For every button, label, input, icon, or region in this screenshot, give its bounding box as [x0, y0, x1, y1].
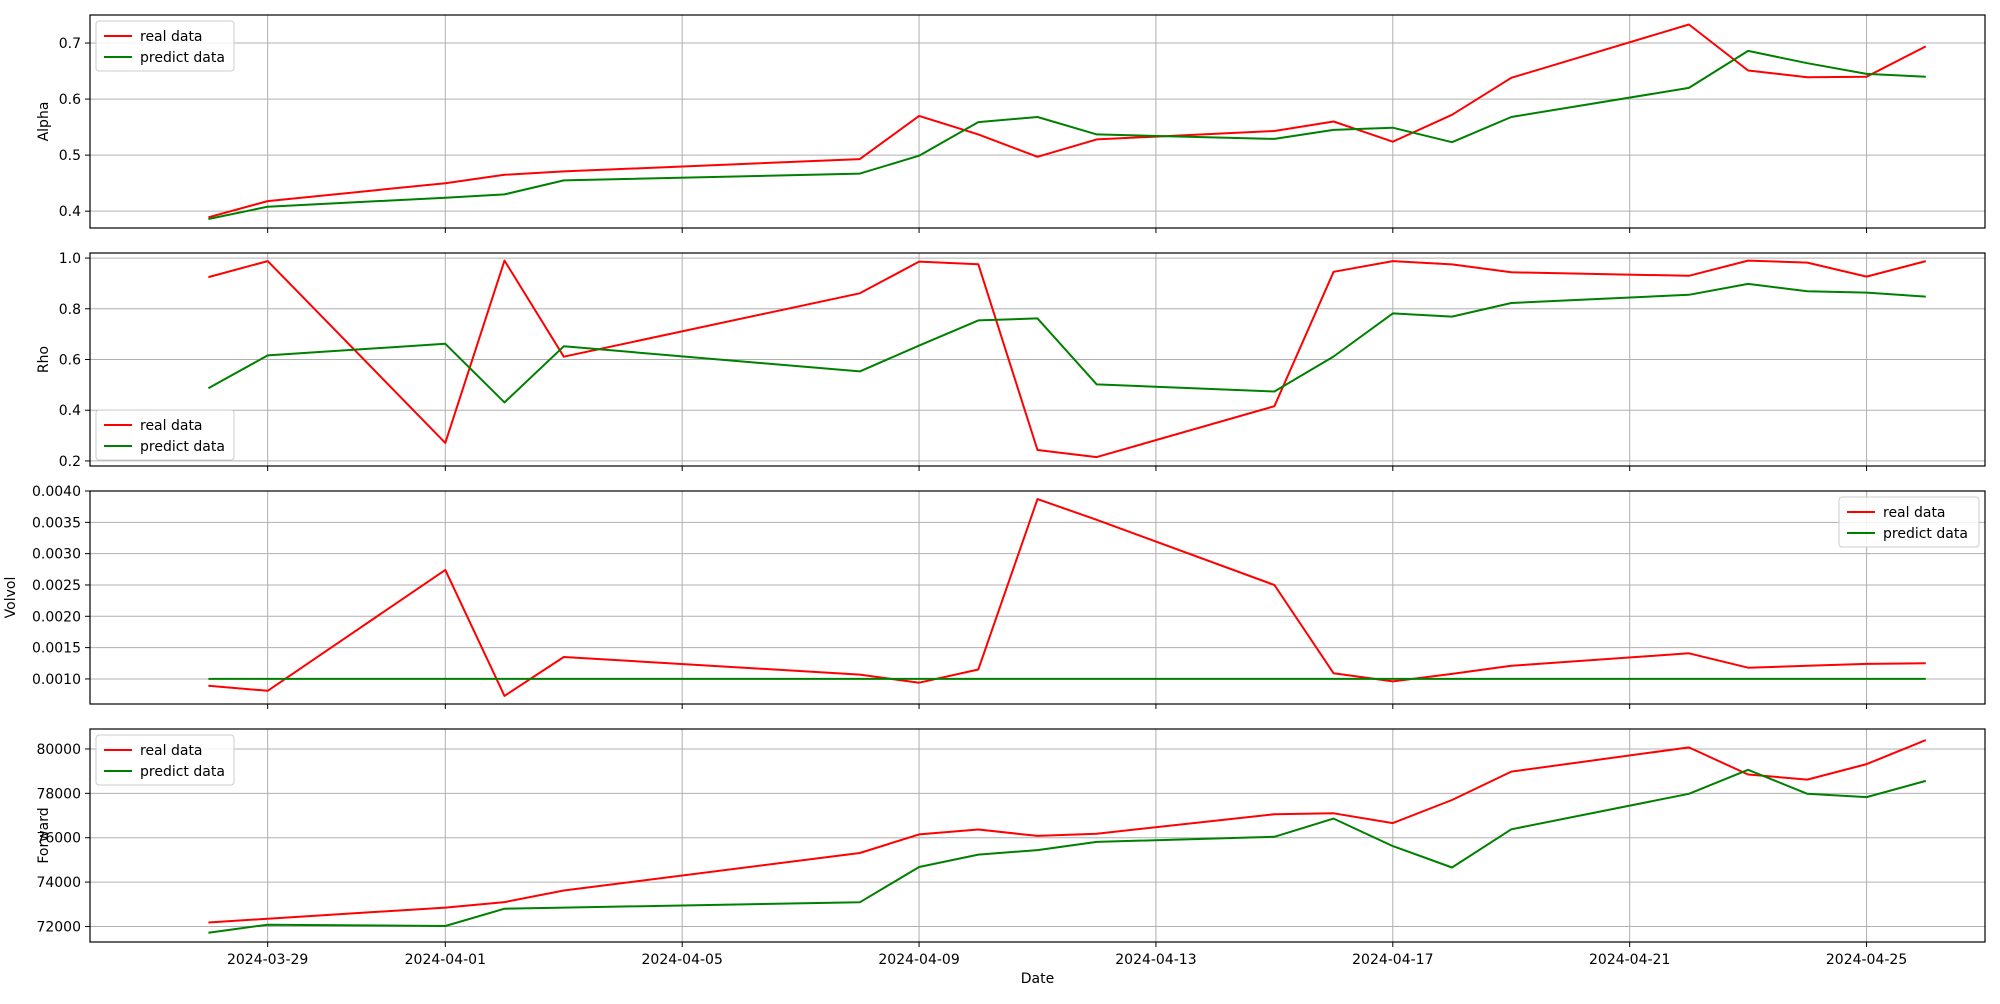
y-tick-label: 0.0030: [32, 547, 81, 563]
y-tick-label: 0.0020: [32, 609, 81, 625]
legend-label-real: real data: [140, 29, 203, 45]
y-axis-label-volvol: Volvol: [3, 577, 19, 619]
legend-label-predict: predict data: [1883, 526, 1968, 542]
legend-box: [1838, 496, 1980, 548]
y-tick-label: 0.0040: [32, 484, 81, 500]
y-tick-label: 0.0035: [32, 515, 81, 531]
y-tick-label: 0.2: [59, 454, 81, 470]
legend-box: [95, 20, 235, 72]
legend-label-predict: predict data: [140, 50, 225, 66]
y-tick-label: 0.0010: [32, 672, 81, 688]
x-tick-label: 2024-04-05: [642, 952, 723, 968]
legend-label-real: real data: [140, 418, 203, 434]
y-tick-label: 72000: [36, 919, 81, 935]
x-tick-label: 2024-04-09: [878, 952, 959, 968]
series-line-real-alpha: [208, 23, 1927, 219]
x-tick-label: 2024-04-17: [1352, 952, 1433, 968]
x-axis-label: Date: [1021, 971, 1054, 987]
y-tick-label: 1.0: [59, 251, 81, 267]
y-tick-label: 80000: [36, 742, 81, 758]
panel-frame: [89, 728, 1986, 943]
series-line-predict-rho: [207, 282, 1926, 404]
y-tick-label: 76000: [36, 831, 81, 847]
series-line-predict-alpha: [208, 49, 1926, 220]
x-tick-label: 2024-04-01: [405, 952, 486, 968]
legend-box: [95, 409, 235, 461]
panel-frame: [89, 490, 1986, 705]
y-axis-label-rho: Rho: [36, 346, 52, 373]
y-tick-label: 0.0015: [32, 641, 81, 657]
legend-label-real: real data: [1883, 505, 1946, 521]
y-axis-label-forward: Forward: [36, 807, 52, 863]
x-tick-label: 2024-04-21: [1589, 952, 1670, 968]
x-tick-label: 2024-04-13: [1115, 952, 1196, 968]
y-tick-label: 0.4: [59, 204, 81, 220]
y-tick-label: 0.8: [59, 302, 81, 318]
legend-box: [95, 734, 235, 786]
series-line-real-rho: [208, 259, 1927, 459]
y-tick-label: 0.6: [59, 353, 81, 369]
series-line-predict-forward: [208, 768, 1927, 934]
panel-frame: [89, 14, 1986, 229]
y-tick-label: 0.0025: [32, 578, 81, 594]
y-tick-label: 78000: [36, 786, 81, 802]
y-axis-label-alpha: Alpha: [36, 102, 52, 142]
y-tick-label: 0.7: [59, 36, 81, 52]
legend-label-predict: predict data: [140, 439, 225, 455]
y-tick-label: 74000: [36, 875, 81, 891]
series-line-real-forward: [208, 739, 1927, 924]
legend-label-predict: predict data: [140, 764, 225, 780]
legend-label-real: real data: [140, 743, 203, 759]
series-line-real-volvol: [208, 498, 1926, 697]
x-tick-label: 2024-04-25: [1826, 952, 1907, 968]
y-tick-label: 0.6: [59, 92, 81, 108]
x-tick-label: 2024-03-29: [227, 952, 308, 968]
y-tick-label: 0.4: [59, 403, 81, 419]
y-tick-label: 0.5: [59, 148, 81, 164]
